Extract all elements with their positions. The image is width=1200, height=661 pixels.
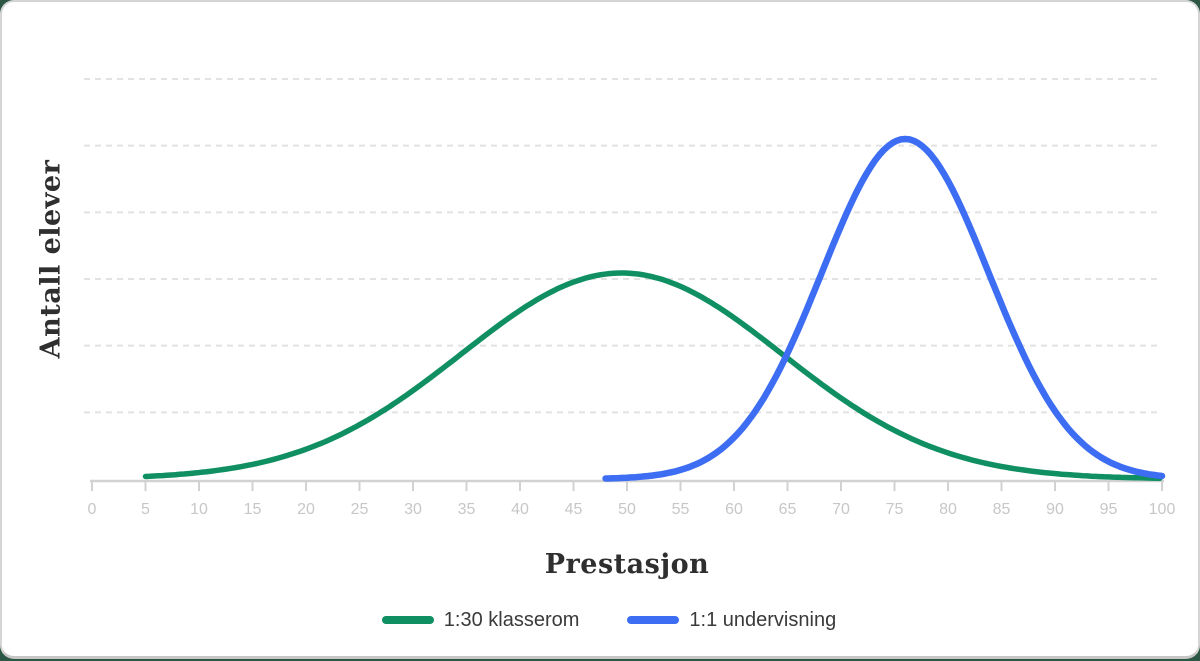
x-tick-label: 25 <box>351 501 369 518</box>
legend-swatch <box>382 616 434 624</box>
x-tick-label: 5 <box>141 501 150 518</box>
legend-item: 1:30 klasserom <box>382 609 580 632</box>
x-tick-label: 95 <box>1100 501 1118 518</box>
x-tick-label: 30 <box>404 501 422 518</box>
x-tick-label: 35 <box>458 501 476 518</box>
x-tick-label: 80 <box>939 501 957 518</box>
legend-label: 1:30 klasserom <box>444 609 580 632</box>
legend-label: 1:1 undervisning <box>689 609 836 632</box>
x-tick-label: 90 <box>1046 501 1064 518</box>
x-tick-label: 60 <box>725 501 743 518</box>
x-tick-label: 65 <box>779 501 797 518</box>
legend-swatch <box>627 616 679 624</box>
x-axis-label: Prestasjon <box>92 549 1162 580</box>
x-tick-label: 10 <box>190 501 208 518</box>
x-tick-label: 85 <box>993 501 1011 518</box>
x-tick-label: 70 <box>832 501 850 518</box>
x-tick-label: 0 <box>88 501 97 518</box>
x-tick-label: 55 <box>672 501 690 518</box>
x-tick-label: 45 <box>565 501 583 518</box>
x-tick-label: 15 <box>244 501 262 518</box>
x-tick-label: 50 <box>618 501 636 518</box>
x-tick-label: 20 <box>297 501 315 518</box>
legend-item: 1:1 undervisning <box>627 609 836 632</box>
x-tick-label: 40 <box>511 501 529 518</box>
x-tick-label: 75 <box>886 501 904 518</box>
x-tick-label: 100 <box>1149 501 1176 518</box>
curve-1-30-klasserom <box>146 273 1160 478</box>
legend: 1:30 klasserom 1:1 undervisning <box>2 605 1200 635</box>
